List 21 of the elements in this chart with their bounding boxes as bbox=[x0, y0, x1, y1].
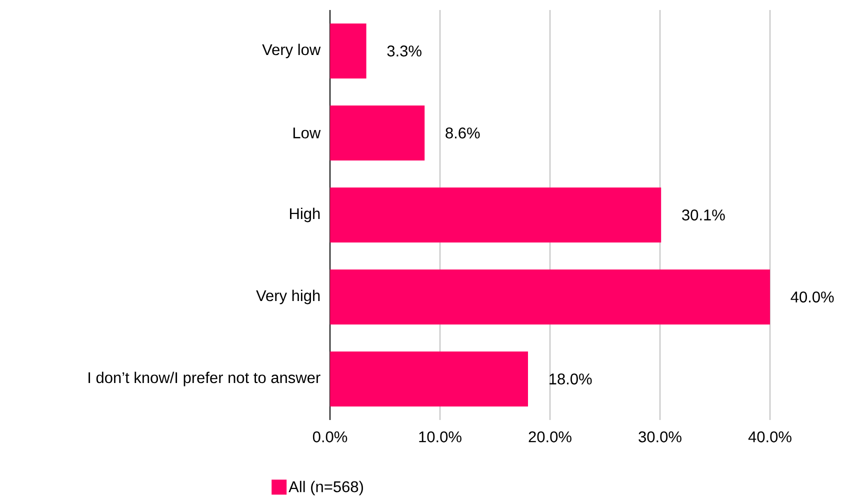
y-tick-label: Very low bbox=[262, 44, 321, 58]
bar bbox=[330, 105, 425, 160]
y-tick-label: High bbox=[290, 208, 320, 222]
bar bbox=[330, 187, 662, 242]
bar bbox=[330, 269, 770, 324]
text: 18.0% bbox=[550, 374, 592, 384]
x-tick-label: 0.0% bbox=[312, 431, 348, 442]
y-tick-label: Very high bbox=[256, 290, 320, 304]
text: 40.0% bbox=[790, 292, 834, 302]
text: 30.1% bbox=[682, 210, 725, 220]
text: 8.6% bbox=[446, 128, 480, 138]
x-tick-label: 10.0% bbox=[419, 431, 462, 442]
legend-label: All (n=568) bbox=[288, 480, 363, 496]
x-tick-label: 20.0% bbox=[528, 431, 572, 442]
text: 3.3% bbox=[387, 46, 422, 56]
bar bbox=[330, 351, 528, 406]
x-tick-label: 40.0% bbox=[748, 431, 792, 442]
y-tick-label: I don’t know/I prefer not to answer bbox=[88, 372, 320, 386]
y-tick-label: Low bbox=[293, 128, 321, 138]
bar bbox=[330, 23, 366, 78]
x-tick-label: 30.0% bbox=[638, 431, 682, 442]
